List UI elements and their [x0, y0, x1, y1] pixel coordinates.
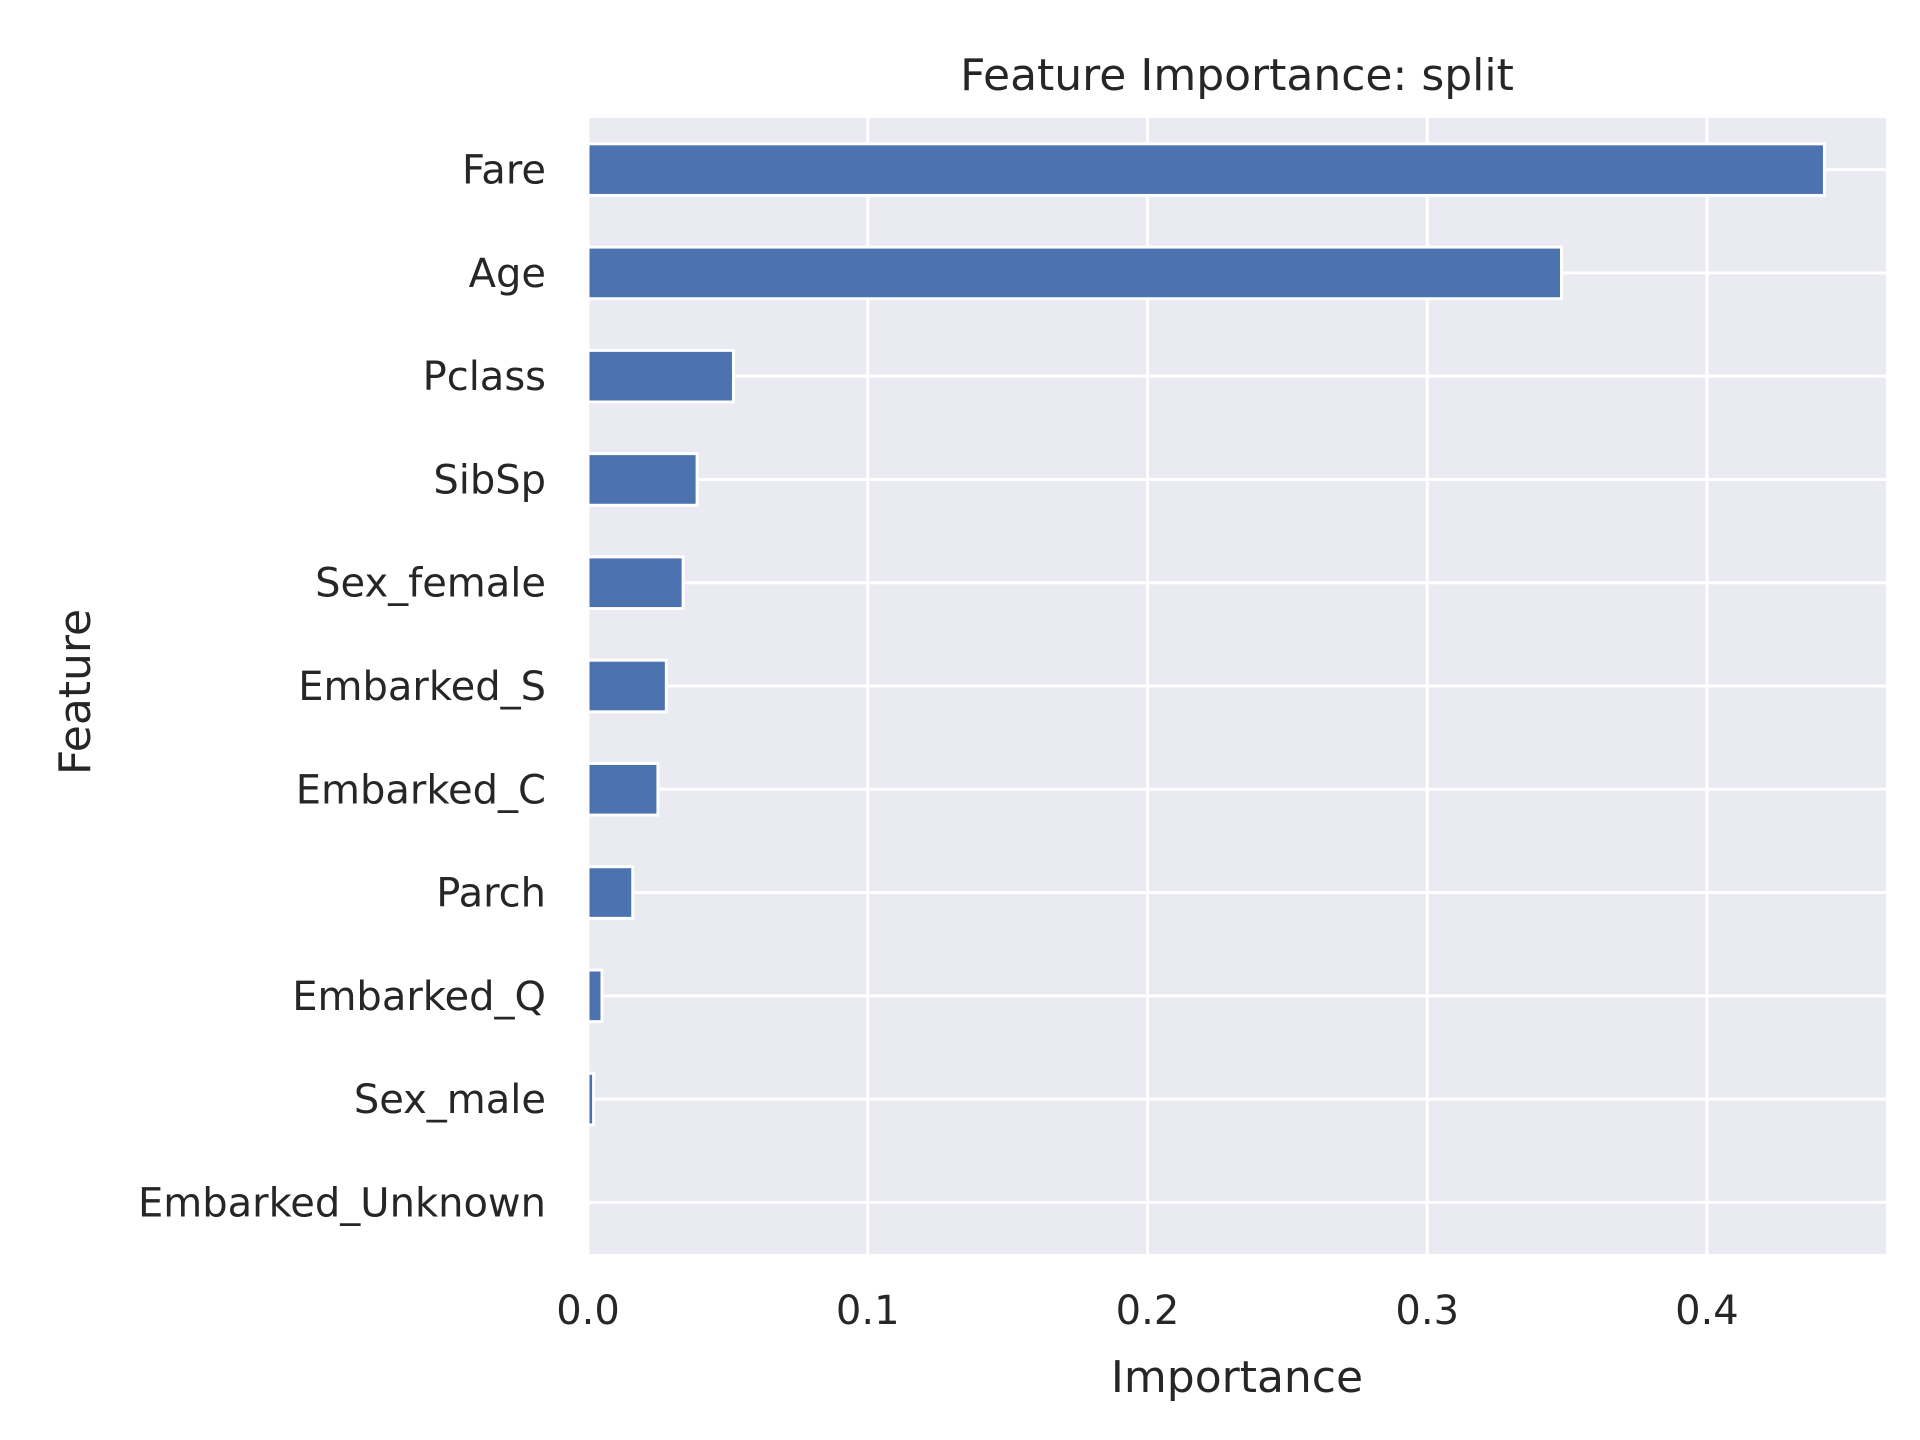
y-tick-labels: Fare Age Pclass SibSp Sex_female Embarked_S Em… [138, 148, 546, 1227]
bar-parch [586, 865, 635, 920]
x-tick-labels: 0.0 0.1 0.2 0.3 0.4 [556, 1288, 1739, 1334]
y-tick-label: Age [469, 251, 546, 297]
bar-embarked-q [586, 968, 604, 1024]
y-tick-label: Sex_male [354, 1077, 546, 1123]
x-axis-label: Importance [1111, 1352, 1363, 1403]
y-tick-label: Embarked_C [296, 767, 546, 813]
bar-pclass [586, 348, 735, 404]
x-tick-label: 0.0 [556, 1288, 620, 1334]
bar-sex-male [586, 1071, 596, 1127]
y-tick-label: Parch [436, 871, 546, 917]
bar-embarked-c [586, 761, 660, 817]
y-gridlines [588, 168, 1886, 1204]
x-tick-label: 0.4 [1675, 1288, 1739, 1334]
x-tick-label: 0.1 [836, 1288, 900, 1334]
y-tick-label: Pclass [423, 354, 546, 400]
y-tick-label: Embarked_Unknown [138, 1180, 546, 1226]
y-tick-label: Sex_female [315, 561, 546, 607]
y-tick-label: Embarked_Q [292, 974, 546, 1020]
x-tick-label: 0.2 [1116, 1288, 1180, 1334]
bar-embarked-s [586, 658, 668, 714]
x-tick-label: 0.3 [1395, 1288, 1459, 1334]
bars [586, 142, 1826, 1127]
y-axis-label: Feature [50, 609, 101, 775]
y-tick-label: Embarked_S [298, 664, 546, 710]
bar-sex-female [586, 555, 685, 611]
chart-title: Feature Importance: split [960, 50, 1514, 101]
bar-age [586, 245, 1563, 301]
bar-sibsp [586, 452, 699, 507]
y-tick-label: SibSp [433, 457, 546, 503]
bar-fare [586, 142, 1826, 197]
y-tick-label: Fare [462, 148, 546, 194]
